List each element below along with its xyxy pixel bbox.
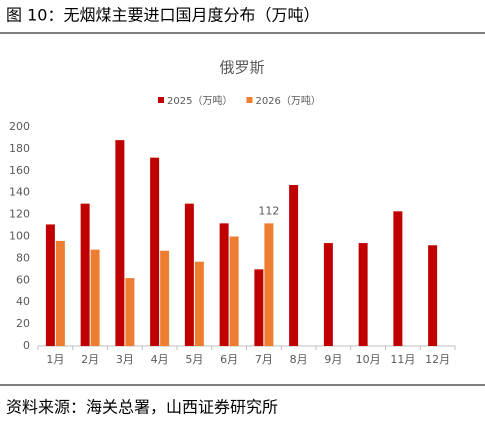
bar — [160, 250, 170, 346]
y-tick-label: 80 — [16, 251, 30, 264]
bar — [115, 140, 125, 346]
bar — [194, 261, 204, 346]
legend-label: 2025（万吨） — [167, 94, 232, 107]
bar — [254, 269, 264, 346]
figure-title: 图 10：无烟煤主要进口国月度分布（万吨） — [6, 6, 319, 25]
y-tick-label: 180 — [9, 142, 30, 155]
x-tick-label: 3月 — [116, 353, 134, 366]
x-tick-label: 7月 — [255, 353, 273, 366]
data-label: 112 — [258, 204, 279, 217]
x-tick-label: 6月 — [220, 353, 238, 366]
bar — [125, 278, 135, 346]
y-tick-label: 20 — [16, 317, 30, 330]
bar — [90, 249, 100, 346]
bar — [45, 224, 55, 346]
bar — [264, 223, 274, 346]
y-tick-label: 0 — [23, 339, 30, 352]
bar — [289, 185, 299, 346]
x-tick-label: 1月 — [46, 353, 64, 366]
bar — [323, 243, 333, 346]
y-tick-label: 160 — [9, 164, 30, 177]
x-tick-label: 4月 — [151, 353, 169, 366]
chart-title: 俄罗斯 — [219, 59, 264, 77]
x-tick-label: 10月 — [356, 353, 381, 366]
bar — [55, 240, 65, 346]
legend-swatch — [246, 97, 253, 103]
x-tick-label: 11月 — [390, 353, 415, 366]
bar — [393, 211, 403, 346]
y-tick-label: 60 — [16, 273, 30, 286]
x-tick-label: 12月 — [425, 353, 450, 366]
legend-swatch — [158, 97, 164, 103]
y-tick-label: 40 — [16, 295, 30, 308]
bar — [184, 203, 194, 346]
x-tick-label: 9月 — [324, 353, 342, 366]
x-tick-label: 2月 — [81, 353, 99, 366]
bar — [150, 157, 160, 346]
y-tick-label: 100 — [9, 230, 30, 243]
bar — [358, 243, 368, 346]
bar — [229, 236, 239, 346]
source-note: 资料来源：海关总署，山西证券研究所 — [6, 398, 278, 417]
bar — [428, 245, 438, 346]
bar — [80, 203, 90, 346]
y-tick-label: 200 — [9, 120, 30, 133]
y-tick-label: 120 — [9, 208, 30, 221]
legend-label: 2026（万吨） — [255, 94, 320, 107]
x-tick-label: 5月 — [185, 353, 203, 366]
y-tick-label: 140 — [9, 186, 30, 199]
bar — [219, 223, 229, 346]
x-tick-label: 8月 — [290, 353, 308, 366]
